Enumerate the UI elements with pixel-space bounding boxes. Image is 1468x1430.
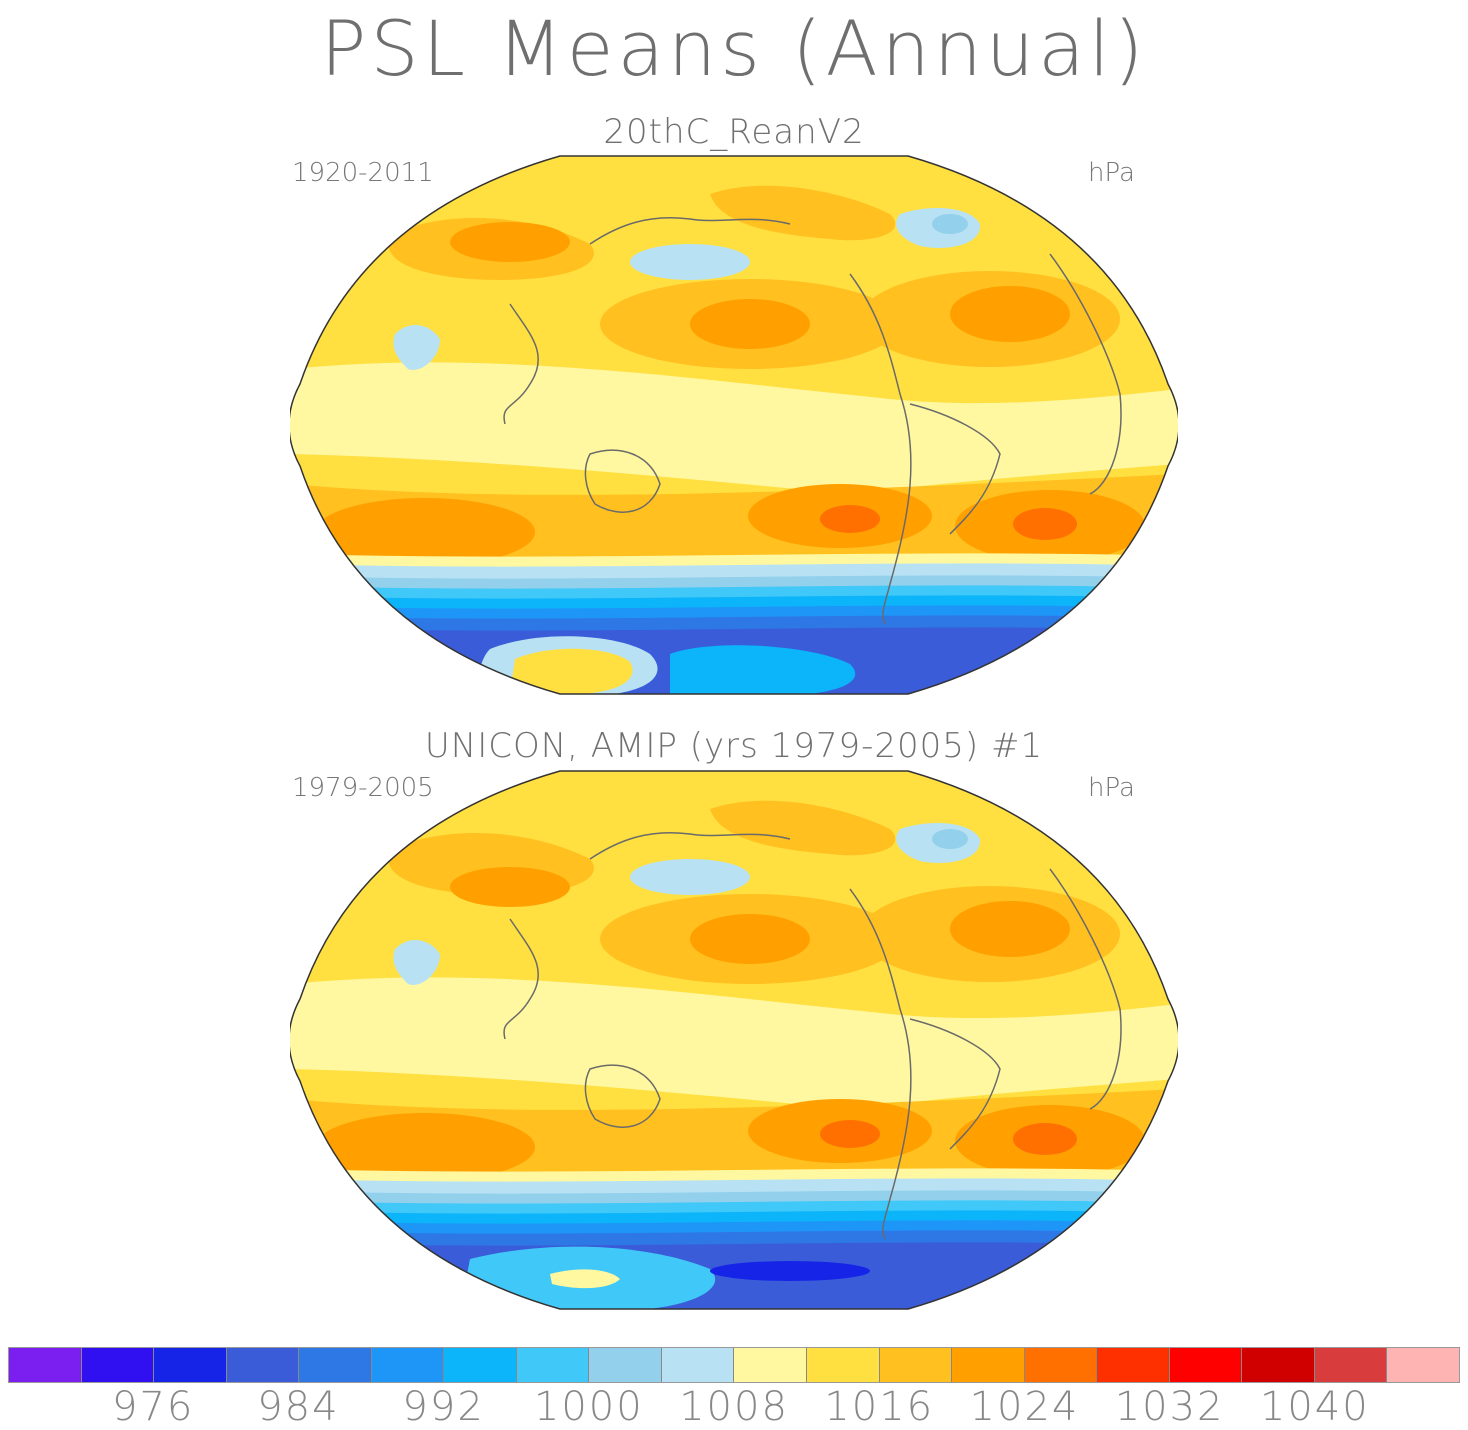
colorbar-swatch (1242, 1348, 1315, 1382)
panel-1-units: hPa (1088, 158, 1135, 188)
colorbar-swatch (1387, 1348, 1459, 1382)
colorbar-swatch (879, 1348, 953, 1382)
colorbar-swatch (154, 1348, 227, 1382)
colorbar-swatch (444, 1348, 517, 1382)
plot-title: PSL Means (Annual) (320, 4, 1148, 93)
colorbar-swatch (1314, 1348, 1388, 1382)
colorbar-label: 1008 (679, 1384, 789, 1430)
colorbar-swatch (226, 1348, 300, 1382)
colorbar (8, 1347, 1460, 1383)
colorbar-swatch (1169, 1348, 1243, 1382)
colorbar-swatch (81, 1348, 155, 1382)
colorbar-label: 992 (402, 1384, 485, 1430)
colorbar-label: 1040 (1259, 1384, 1370, 1430)
colorbar-label: 1024 (969, 1384, 1080, 1430)
colorbar-swatch (299, 1348, 372, 1382)
colorbar-swatch (807, 1348, 880, 1382)
colorbar-swatch (589, 1348, 662, 1382)
colorbar-swatch (734, 1348, 808, 1382)
panel-1-subtitle: 20thC_ReanV2 (603, 112, 865, 152)
colorbar-swatch (516, 1348, 590, 1382)
colorbar-labels: 976 984 992 1000 1008 1016 1024 1032 1040 (8, 1384, 1460, 1430)
colorbar-swatch (371, 1348, 445, 1382)
colorbar-swatch (1097, 1348, 1170, 1382)
colorbar-swatch (661, 1348, 735, 1382)
colorbar-swatch (9, 1348, 82, 1382)
panel-1-map (290, 155, 1178, 695)
colorbar-label: 984 (257, 1384, 340, 1430)
colorbar-swatch (952, 1348, 1025, 1382)
panel-2-map (290, 770, 1178, 1310)
panel-2-units: hPa (1088, 773, 1135, 803)
colorbar-swatch (1024, 1348, 1098, 1382)
colorbar-label: 1016 (824, 1384, 935, 1430)
colorbar-label: 1000 (533, 1384, 644, 1430)
panel-2-subtitle: UNICON, AMIP (yrs 1979-2005) #1 (424, 726, 1044, 766)
colorbar-label: 1032 (1114, 1384, 1225, 1430)
panel-2-period: 1979-2005 (292, 773, 434, 803)
colorbar-label: 976 (112, 1384, 195, 1430)
panel-1-period: 1920-2011 (292, 158, 434, 188)
